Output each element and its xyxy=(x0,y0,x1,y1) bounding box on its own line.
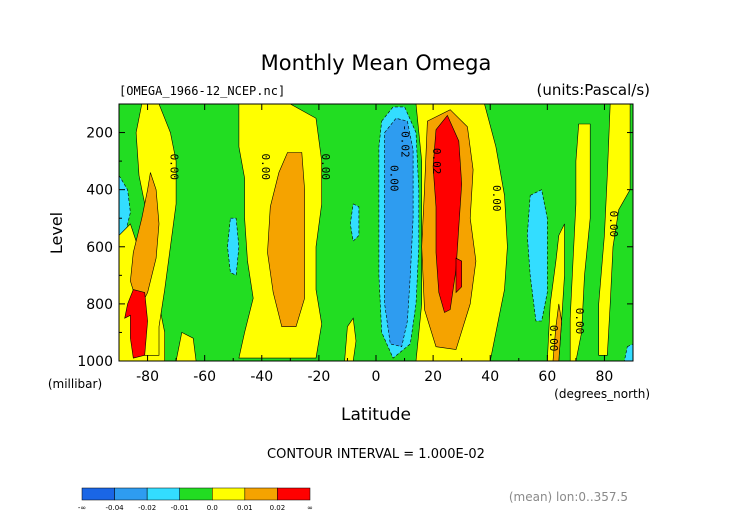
colorbar-swatch xyxy=(146,487,180,501)
contour-region-neg_tiny xyxy=(526,189,548,322)
contour-label: 0.00 xyxy=(607,211,620,238)
x-tick-label: -60 xyxy=(193,369,216,385)
contour-label: 0.00 xyxy=(547,325,560,352)
contour-region-neg_small xyxy=(384,117,414,348)
colorbar-swatch xyxy=(81,487,115,501)
colorbar-swatch xyxy=(114,487,148,501)
x-tick-label: 40 xyxy=(481,369,499,385)
contour-label: 0.00 xyxy=(490,185,503,212)
contour-label: 0.02 xyxy=(430,148,443,175)
x-tick-label: 20 xyxy=(424,369,442,385)
contour-region-neg_tiny xyxy=(624,343,633,361)
colorbar-label: -∞ xyxy=(78,504,86,512)
contour-region-pos_mid xyxy=(552,303,562,361)
colorbar-label: ∞ xyxy=(307,504,313,512)
colorbar-label: -0.02 xyxy=(138,504,156,512)
contour-region-pos_large xyxy=(124,289,148,359)
y-tick-label: 800 xyxy=(86,297,113,313)
colorbar-label: -0.04 xyxy=(106,504,125,512)
y-unit-label: (millibar) xyxy=(48,377,102,391)
contour-region-neg_tiny xyxy=(119,174,131,247)
y-tick-label: 1000 xyxy=(77,354,113,370)
colorbar: -∞ -0.04 -0.02 -0.01 0.0 0.01 0.02 ∞ xyxy=(78,487,313,512)
colorbar-label: 0.01 xyxy=(237,504,253,512)
contour-region-pos_small xyxy=(598,104,631,356)
contour-label: -0.02 xyxy=(399,125,412,158)
colorbar-label: -0.01 xyxy=(171,504,189,512)
contour-label: 0.00 xyxy=(259,154,272,181)
x-tick-label: 0 xyxy=(372,369,381,385)
contour-region-pos_small xyxy=(175,331,197,361)
colorbar-label: 0.02 xyxy=(270,504,286,512)
contour-interval-text: CONTOUR INTERVAL = 1.000E-02 xyxy=(267,447,485,462)
x-tick-label: -20 xyxy=(307,369,330,385)
file-label: [OMEGA_1966-12_NCEP.nc] xyxy=(119,84,285,98)
x-tick-label: -40 xyxy=(250,369,273,385)
x-tick-label: 60 xyxy=(538,369,556,385)
chart-title: Monthly Mean Omega xyxy=(261,51,492,75)
contour-region-pos_small xyxy=(569,123,591,361)
mean-note: (mean) lon:0..357.5 xyxy=(509,490,628,504)
contour-label: 0.00 xyxy=(573,308,586,335)
contour-region-pos_small xyxy=(344,317,357,361)
colorbar-label: 0.0 xyxy=(207,504,218,512)
plot-area: 0.00 0.00 0.00 -0.02 0.00 0.02 0.00 0.00 0.00 0.0… xyxy=(118,103,634,362)
x-axis-label: Latitude xyxy=(341,405,411,425)
colorbar-swatch xyxy=(277,487,311,501)
contour-region-pos_mid xyxy=(267,152,305,328)
contour-label: 0.00 xyxy=(387,165,400,192)
colorbar-swatch xyxy=(179,487,213,501)
contour-region-pos_large xyxy=(432,114,463,313)
contour-region-neg_tiny xyxy=(349,203,360,242)
y-tick-label: 200 xyxy=(86,126,113,142)
y-axis-label: Level xyxy=(47,212,66,254)
colorbar-swatch xyxy=(244,487,278,501)
contour-region-pos_large xyxy=(455,257,463,294)
contour-region-neg_tiny xyxy=(227,217,240,276)
x-unit-label: (degrees_north) xyxy=(554,387,650,401)
y-tick-label: 400 xyxy=(86,183,113,199)
colorbar-swatch xyxy=(212,487,246,501)
y-tick-label: 600 xyxy=(86,240,113,256)
x-tick-label: -80 xyxy=(136,369,159,385)
contour-label: 0.00 xyxy=(167,154,180,181)
x-tick-label: 80 xyxy=(596,369,614,385)
contour-label: 0.00 xyxy=(319,154,332,181)
units-label: (units:Pascal/s) xyxy=(537,81,651,99)
